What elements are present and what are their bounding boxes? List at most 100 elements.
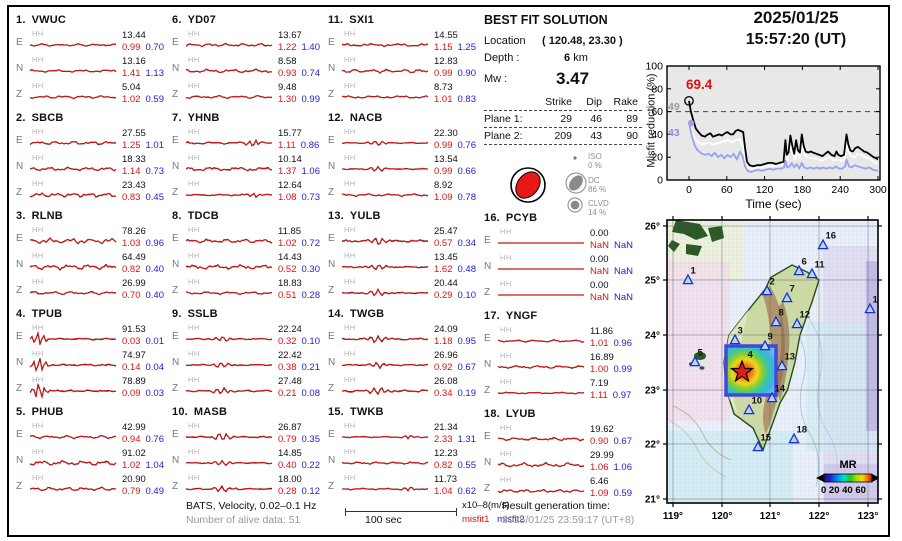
peak-amplitude: 20.44 xyxy=(434,277,458,289)
misfit1-value: 0.38 xyxy=(278,362,297,373)
trace-values: 8.92 1.09 0.78 xyxy=(434,180,477,204)
station-code: YD07 xyxy=(187,14,216,26)
station-name: 8. TDCB xyxy=(172,210,328,225)
trace-values: 74.97 0.14 0.04 xyxy=(122,350,164,374)
station-block-LYUB: 18. LYUB E HH 19.62 0.90 0.67 N HH 29.99 1.06 1.06 Z… xyxy=(484,408,640,501)
channel-label: HH xyxy=(188,349,200,358)
station-block-TWGB: 14. TWGB E HH 24.09 1.18 0.95 N HH 26.96 0.92 0.67 Z… xyxy=(328,308,484,401)
channel-label: HH xyxy=(344,153,356,162)
beachball-and-decomposition xyxy=(510,156,587,213)
channel-label: HH xyxy=(188,251,200,260)
station-name: 12. NACB xyxy=(328,112,484,127)
peak-amplitude: 16.89 xyxy=(590,351,614,363)
waveform-column-1: 1. VWUC E HH 13.44 0.99 0.70 N HH 13.16 1.41 1.13 Z H… xyxy=(16,14,172,504)
epicenter-star-icon xyxy=(729,359,755,383)
trace-values: 11.73 1.04 0.62 xyxy=(434,473,476,498)
peak-amplitude: 18.33 xyxy=(122,153,146,165)
trace-row-YHNB-Z: Z HH 12.64 1.08 0.73 xyxy=(172,179,328,205)
channel-label: HH xyxy=(32,277,44,286)
map-station-12: 12 xyxy=(791,310,810,329)
trace-values: 20.90 0.79 0.49 xyxy=(122,474,164,498)
misfit2-value: 0.08 xyxy=(301,388,321,399)
trace-row-NACB-E: E HH 22.30 0.99 0.76 xyxy=(328,127,484,153)
iso-symbol-icon xyxy=(573,156,577,160)
station-number: 10. xyxy=(172,406,188,418)
trace-row-PHUB-E: E HH 42.99 0.94 0.76 xyxy=(16,421,172,447)
component-label: N xyxy=(16,454,24,466)
trace-row-LYUB-N: N HH 29.99 1.06 1.06 xyxy=(484,449,640,475)
svg-text:121°: 121° xyxy=(760,511,781,522)
channel-label: HH xyxy=(32,81,44,90)
misfit2-value: 0.78 xyxy=(457,192,477,203)
misfit1-value: 0.82 xyxy=(434,460,453,471)
svg-text:1: 1 xyxy=(691,266,697,277)
map-station-17: 17 xyxy=(864,295,878,314)
misfit1-value: 1.41 xyxy=(122,68,141,79)
component-label: E xyxy=(484,332,491,344)
channel-label: HH xyxy=(344,225,356,234)
station-number: 17. xyxy=(484,310,500,322)
station-name: 7. YHNB xyxy=(172,112,328,127)
misfit2-value: 0.22 xyxy=(301,460,321,471)
channel-label: HH xyxy=(32,251,44,260)
misfit2-value: 0.73 xyxy=(301,192,321,203)
component-label: N xyxy=(16,62,24,74)
misfit1-value: 1.03 xyxy=(122,238,141,249)
peak-amplitude: 11.73 xyxy=(434,473,458,485)
peak-amplitude: 14.55 xyxy=(434,29,458,41)
channel-label: HH xyxy=(188,375,200,384)
component-label: Z xyxy=(328,186,335,198)
svg-text:60: 60 xyxy=(721,184,733,196)
trace-row-PCYB-Z: Z HH 0.00 NaN NaN xyxy=(484,279,640,305)
component-label: Z xyxy=(16,284,23,296)
peak-amplitude: 26.96 xyxy=(434,349,458,361)
svg-text:60: 60 xyxy=(651,106,663,118)
channel-label: HH xyxy=(344,277,356,286)
mw-label: Mw : xyxy=(484,73,508,85)
waveform-trace: HH xyxy=(342,375,430,401)
component-label: N xyxy=(172,62,180,74)
trace-row-SSLB-Z: Z HH 27.48 0.21 0.08 xyxy=(172,375,328,401)
station-name: 6. YD07 xyxy=(172,14,328,29)
trace-row-TWGB-Z: Z HH 26.08 0.34 0.19 xyxy=(328,375,484,401)
station-name: 16. PCYB xyxy=(484,212,640,227)
waveform-trace: HH xyxy=(30,179,118,205)
component-label: N xyxy=(328,454,336,466)
waveform-trace: HH xyxy=(30,81,118,107)
svg-text:0 20 40 60: 0 20 40 60 xyxy=(821,485,866,496)
trace-row-YD07-N: N HH 8.58 0.93 0.74 xyxy=(172,55,328,81)
trace-row-YULB-N: N HH 13.45 1.62 0.48 xyxy=(328,251,484,277)
channel-label: HH xyxy=(500,423,512,432)
trace-values: 5.04 1.02 0.59 xyxy=(122,82,164,106)
trace-row-YULB-Z: Z HH 20.44 0.29 0.10 xyxy=(328,277,484,303)
component-label: N xyxy=(328,356,336,368)
channel-label: HH xyxy=(500,377,512,386)
misfit2-value: 0.45 xyxy=(145,192,165,203)
trace-values: 27.48 0.21 0.08 xyxy=(278,376,321,400)
trace-row-SXI1-N: N HH 12.83 0.99 0.90 xyxy=(328,55,484,81)
peak-amplitude: 12.23 xyxy=(434,447,458,459)
station-block-RLNB: 3. RLNB E HH 78.26 1.03 0.96 N HH 64.49 0.82 0.40 Z H… xyxy=(16,210,172,303)
misfit2-value: NaN xyxy=(614,240,634,251)
trace-values: 24.09 1.18 0.95 xyxy=(434,324,476,348)
channel-label: HH xyxy=(344,127,356,136)
peak-amplitude: 8.58 xyxy=(278,55,297,67)
svg-text:10: 10 xyxy=(752,396,763,407)
component-label: E xyxy=(16,428,23,440)
misfit1-value: 0.99 xyxy=(122,42,141,53)
misfit1-value: 0.40 xyxy=(278,460,297,471)
svg-text:2: 2 xyxy=(770,277,775,288)
waveform-trace: HH xyxy=(30,153,118,179)
trace-values: 8.58 0.93 0.74 xyxy=(278,55,320,80)
channel-label: HH xyxy=(32,473,44,482)
peak-amplitude: 13.44 xyxy=(122,29,146,41)
component-label: E xyxy=(172,330,179,342)
trace-values: 13.67 1.22 1.40 xyxy=(278,30,320,54)
misfit1-value: 1.62 xyxy=(434,264,453,275)
station-name: 2. SBCB xyxy=(16,112,172,127)
channel-label: HH xyxy=(32,153,44,162)
misfit2-value: 0.96 xyxy=(613,338,633,349)
misfit2-value: 0.35 xyxy=(301,434,321,445)
peak-amplitude: 11.85 xyxy=(278,225,302,237)
svg-text:26°: 26° xyxy=(645,222,660,233)
